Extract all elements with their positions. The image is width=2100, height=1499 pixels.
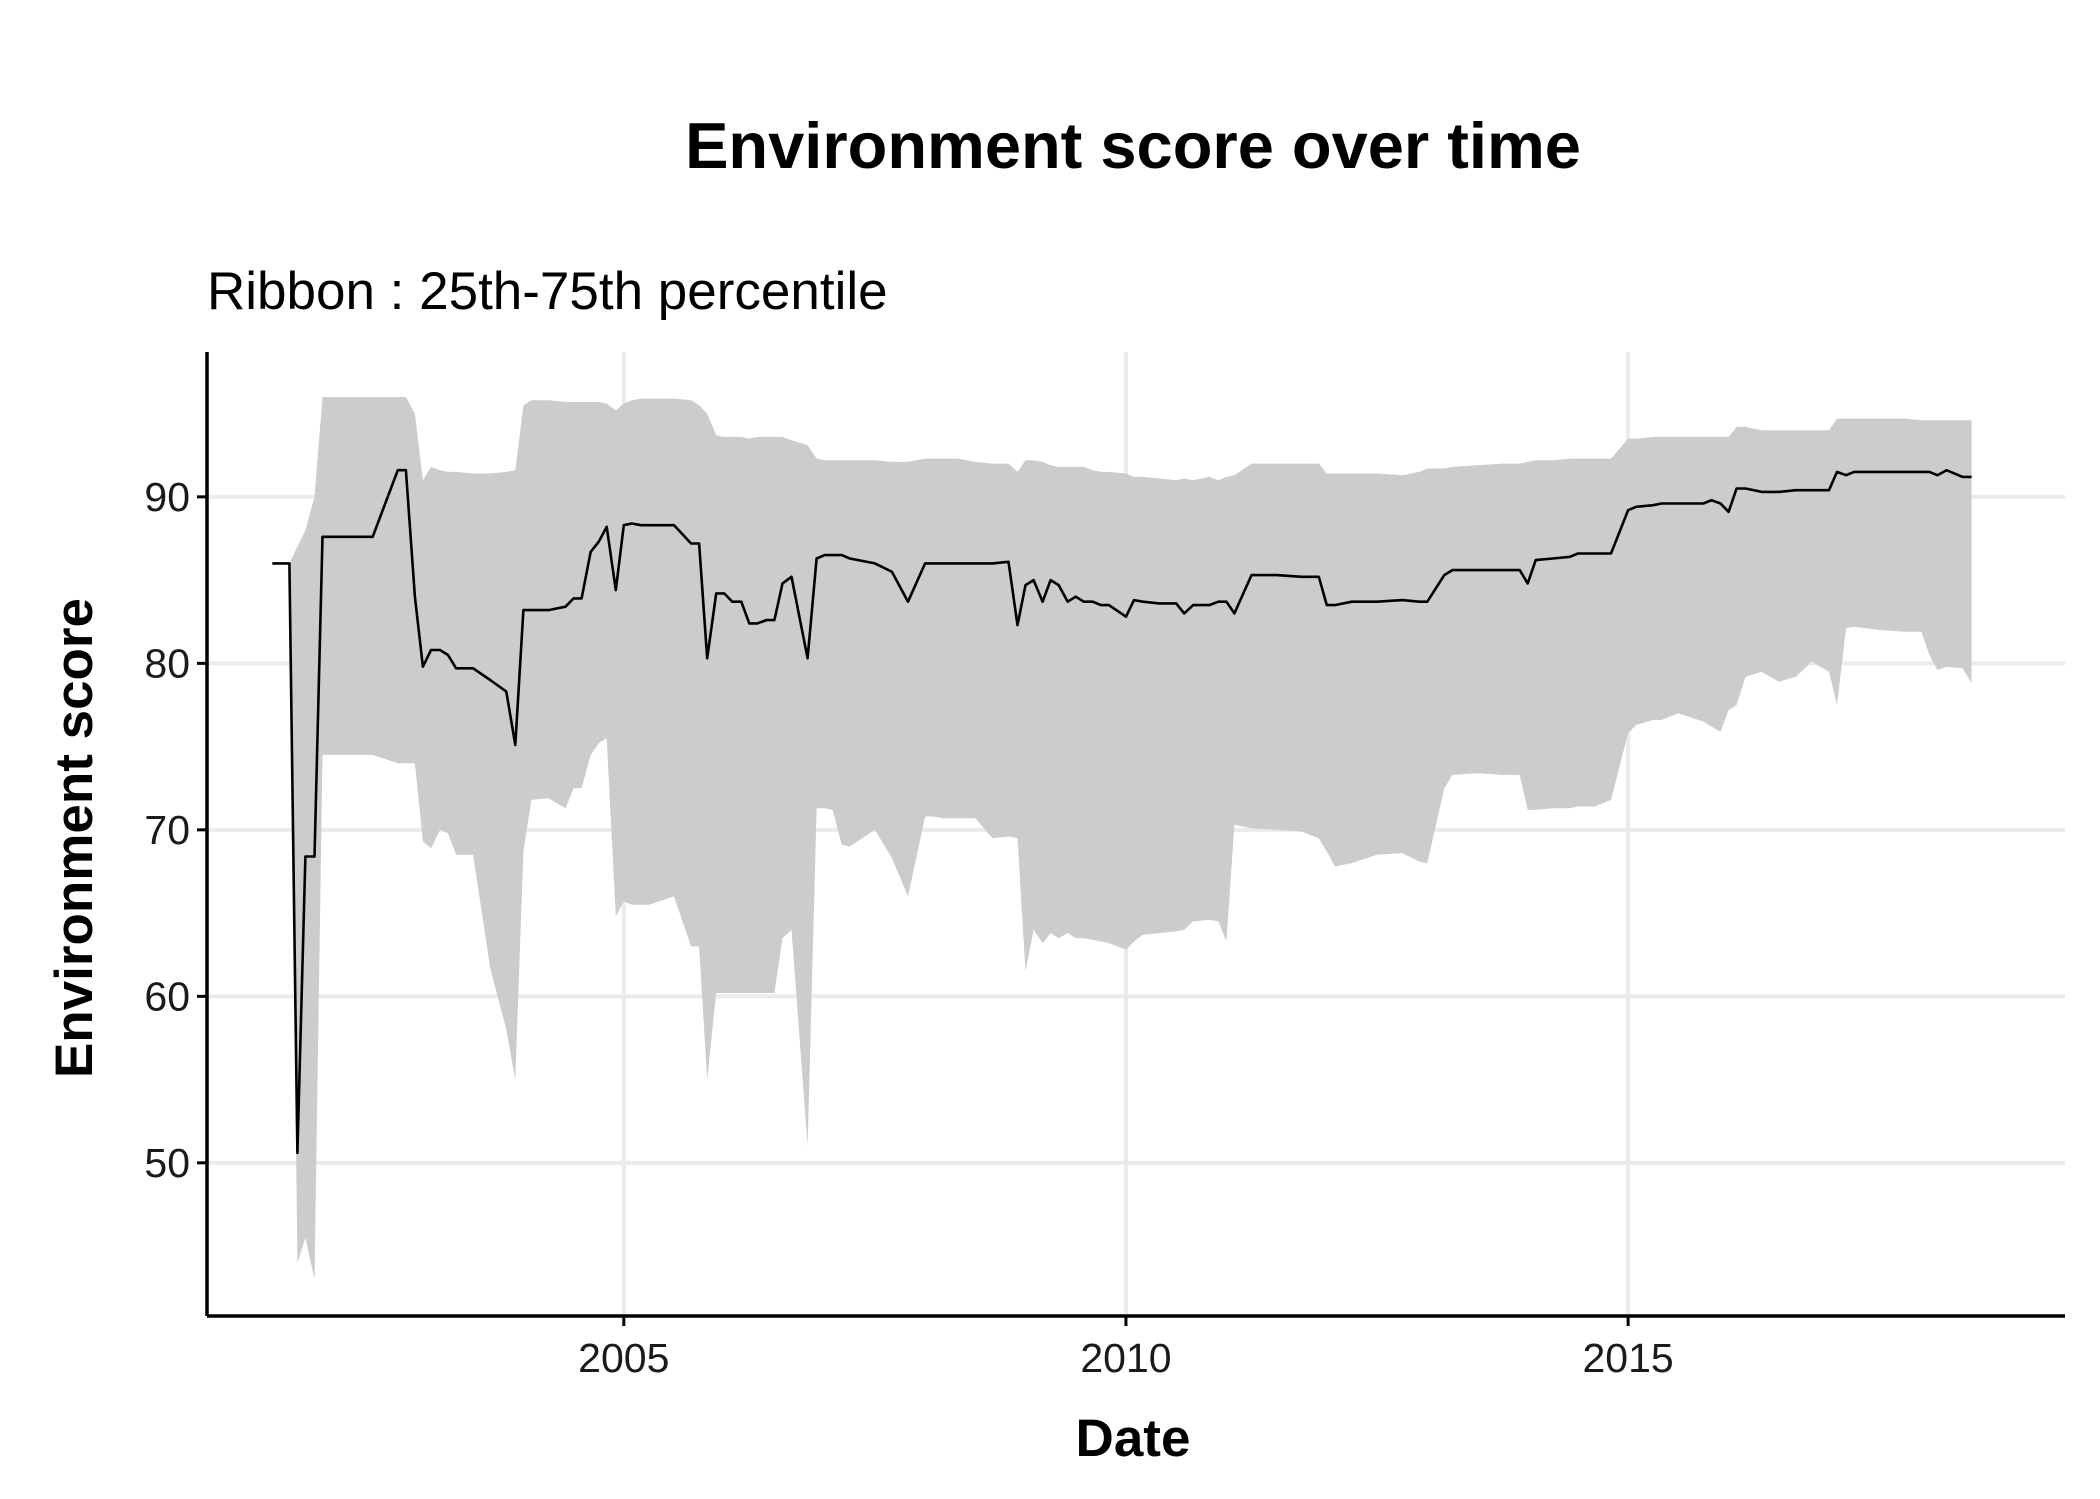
y-tick-label-60: 60 [144,973,190,1019]
x-tick-label-2015: 2015 [1583,1335,1674,1381]
y-tick-label-70: 70 [144,807,190,853]
axes [197,352,2065,1326]
y-axis-title: Environment score [45,598,104,1078]
chart-subtitle: Ribbon : 25th-75th percentile [207,262,888,321]
median-line-group [272,468,1972,1155]
y-tick-label-50: 50 [144,1140,190,1186]
x-tick-label-2010: 2010 [1080,1335,1171,1381]
median-line [272,468,1972,1155]
ribbon-group [272,397,1972,1280]
y-tick-label-90: 90 [144,474,190,520]
tick-labels: 50 60 70 80 90 2005 2010 2015 [144,474,1673,1381]
x-axis-title: Date [1076,1409,1191,1468]
chart-title: Environment score over time [685,109,1581,182]
x-tick-label-2005: 2005 [578,1335,669,1381]
y-tick-label-80: 80 [144,640,190,686]
percentile-ribbon [272,397,1972,1280]
